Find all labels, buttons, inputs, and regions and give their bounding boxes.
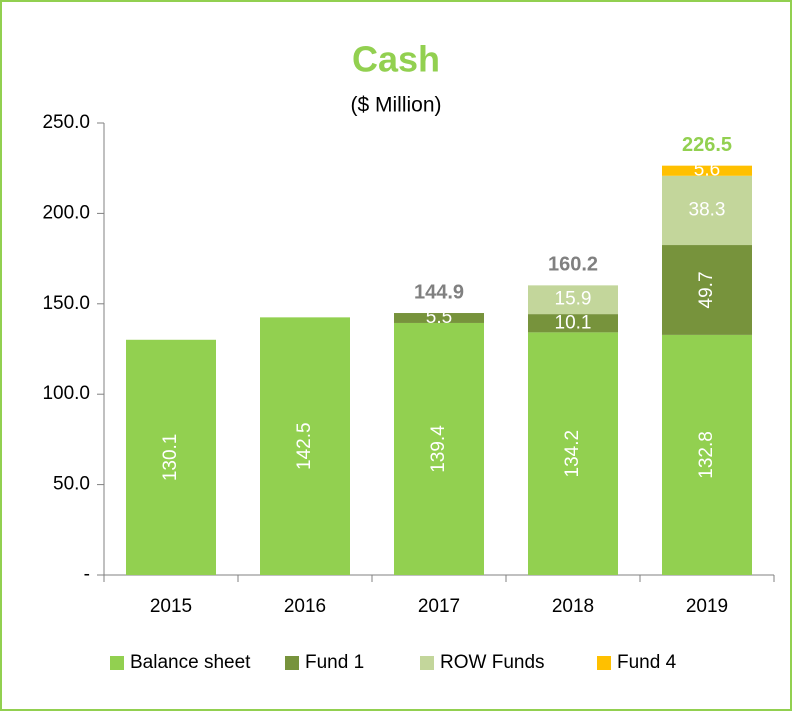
value-label: 139.4 <box>428 425 449 473</box>
x-tick-label: 2019 <box>686 596 728 617</box>
chart-subtitle: ($ Million) <box>350 94 441 117</box>
x-tick-label: 2016 <box>284 596 326 617</box>
total-label: 226.5 <box>682 134 732 156</box>
y-tick-label: 250.0 <box>42 112 90 133</box>
total-label: 160.2 <box>548 254 598 276</box>
legend-swatch <box>285 656 299 670</box>
value-label: 132.8 <box>696 431 717 479</box>
legend-label: Fund 1 <box>305 652 364 673</box>
value-label: 15.9 <box>555 289 592 310</box>
total-label: 144.9 <box>414 281 464 303</box>
value-label: 10.1 <box>555 312 592 333</box>
legend-label: ROW Funds <box>440 652 545 673</box>
y-tick-label: - <box>84 564 90 585</box>
legend-label: Fund 4 <box>617 652 677 673</box>
legend-swatch <box>110 656 124 670</box>
y-tick-label: 100.0 <box>42 383 90 404</box>
value-label: 38.3 <box>689 199 726 220</box>
value-label: 49.7 <box>696 271 717 308</box>
value-label: 5.5 <box>426 307 452 328</box>
legend-label: Balance sheet <box>130 652 251 673</box>
x-tick-label: 2018 <box>552 596 594 617</box>
y-tick-label: 150.0 <box>42 293 90 314</box>
y-tick-label: 50.0 <box>53 474 90 495</box>
value-label: 130.1 <box>160 434 181 482</box>
value-label: 142.5 <box>294 422 315 470</box>
value-label: 134.2 <box>562 430 583 478</box>
bar-segment <box>394 313 484 323</box>
bar-segment <box>394 322 484 575</box>
bar-segment <box>662 175 752 246</box>
chart-title: Cash <box>352 39 440 80</box>
bar-segment <box>126 339 216 575</box>
bar-segment <box>662 245 752 335</box>
bar-segment <box>528 285 618 315</box>
bar-segment <box>528 314 618 333</box>
y-tick-label: 200.0 <box>42 202 90 223</box>
x-tick-label: 2017 <box>418 596 460 617</box>
legend-swatch <box>420 656 434 670</box>
legend-swatch <box>597 656 611 670</box>
bar-segment <box>260 317 350 575</box>
x-tick-label: 2015 <box>150 596 192 617</box>
bar-segment <box>528 332 618 575</box>
bar-segment <box>662 165 752 176</box>
value-label: 5.6 <box>694 160 720 181</box>
bar-segment <box>662 334 752 575</box>
